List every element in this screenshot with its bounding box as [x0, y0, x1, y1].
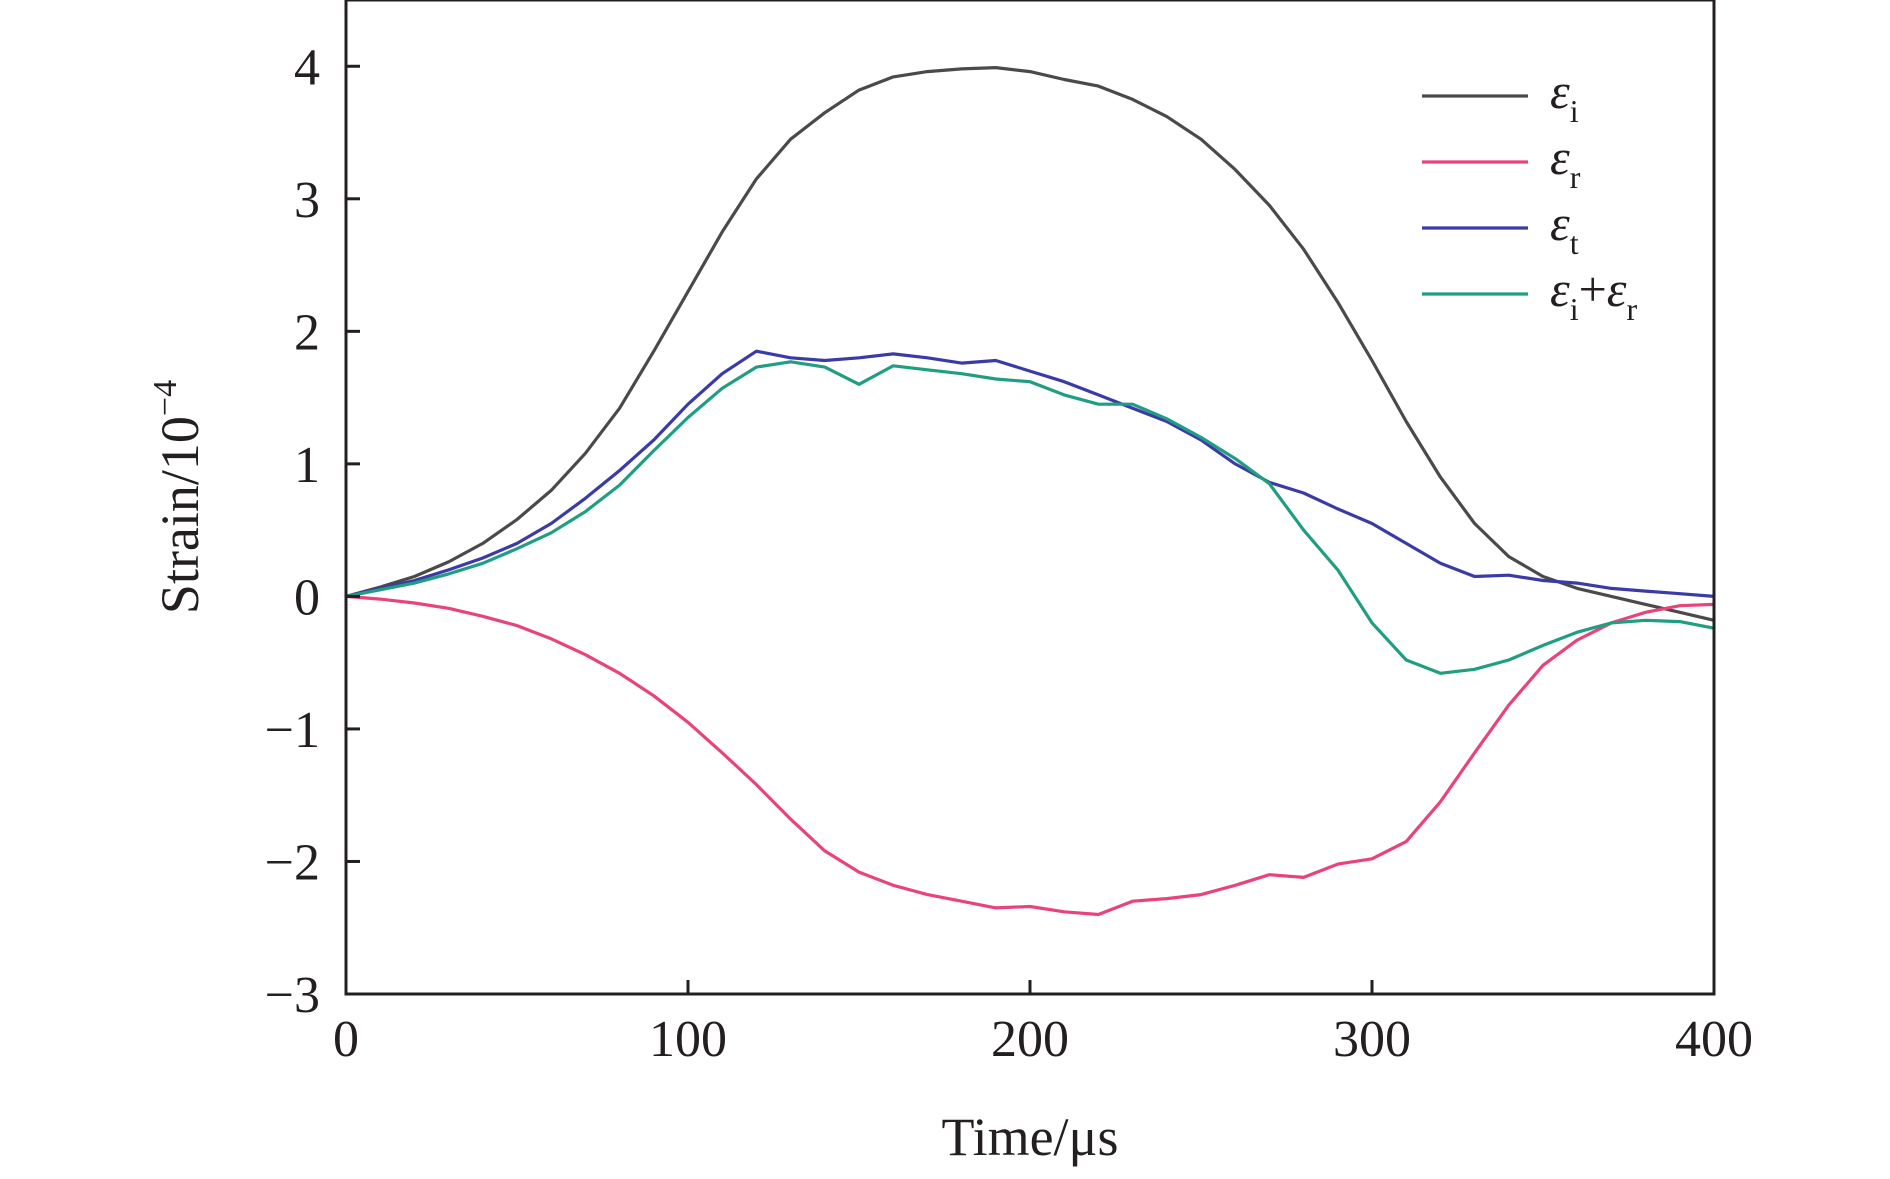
- legend: εi εr εt εi+εr: [1422, 63, 1638, 327]
- y-tick-label: 3: [294, 172, 320, 229]
- legend-label-sum: εi+εr: [1550, 261, 1638, 327]
- legend-plus-sign: +: [1579, 261, 1607, 317]
- y-tick-label: −1: [265, 702, 320, 759]
- legend-subscript-sum-a: i: [1570, 291, 1579, 327]
- x-tick-label: 400: [1675, 1011, 1753, 1068]
- series-layer: [345, 66, 1715, 917]
- series-line-3: [345, 349, 1715, 598]
- legend-symbol-sum-b: ε: [1607, 261, 1627, 317]
- series-line-1: [345, 66, 1715, 622]
- legend-label-reflected: εr: [1550, 129, 1581, 195]
- legend-label-incident: εi: [1550, 63, 1579, 129]
- legend-symbol-transmitted: ε: [1550, 195, 1570, 251]
- x-axis-title: Time/μs: [941, 1107, 1118, 1167]
- tick-layer: 0 100 200 300 400 −3 −2 −1 0 1 2 3 4: [265, 39, 1753, 1068]
- y-tick-label: 1: [294, 437, 320, 494]
- y-tick-label: 0: [294, 569, 320, 626]
- legend-subscript-transmitted: t: [1570, 225, 1579, 261]
- y-tick-label: −3: [265, 967, 320, 1024]
- legend-symbol-incident: ε: [1550, 63, 1570, 119]
- legend-entry-sum: εi+εr: [1422, 261, 1638, 327]
- legend-entry-transmitted: εt: [1422, 195, 1579, 261]
- y-tick-label: 4: [294, 39, 320, 96]
- legend-entry-reflected: εr: [1422, 129, 1581, 195]
- series-line-4: [345, 360, 1715, 675]
- x-tick-label: 100: [649, 1011, 727, 1068]
- y-axis-title: Strain/10−4: [147, 380, 210, 614]
- y-tick-label: 2: [294, 304, 320, 361]
- y-axis-title-base: Strain/10: [150, 416, 210, 614]
- legend-label-transmitted: εt: [1550, 195, 1579, 261]
- plot-frame: [344, 0, 1716, 996]
- legend-subscript-incident: i: [1570, 93, 1579, 129]
- x-tick-label: 0: [333, 1011, 359, 1068]
- legend-entry-incident: εi: [1422, 63, 1579, 129]
- y-tick-label: −2: [265, 834, 320, 891]
- x-tick-label: 300: [1333, 1011, 1411, 1068]
- legend-symbol-reflected: ε: [1550, 129, 1570, 185]
- y-axis-title-exponent: −4: [147, 380, 184, 416]
- x-tick-label: 200: [991, 1011, 1069, 1068]
- legend-symbol-sum-a: ε: [1550, 261, 1570, 317]
- series-line-2: [345, 594, 1715, 917]
- legend-subscript-reflected: r: [1570, 159, 1581, 195]
- legend-subscript-sum-b: r: [1627, 291, 1638, 327]
